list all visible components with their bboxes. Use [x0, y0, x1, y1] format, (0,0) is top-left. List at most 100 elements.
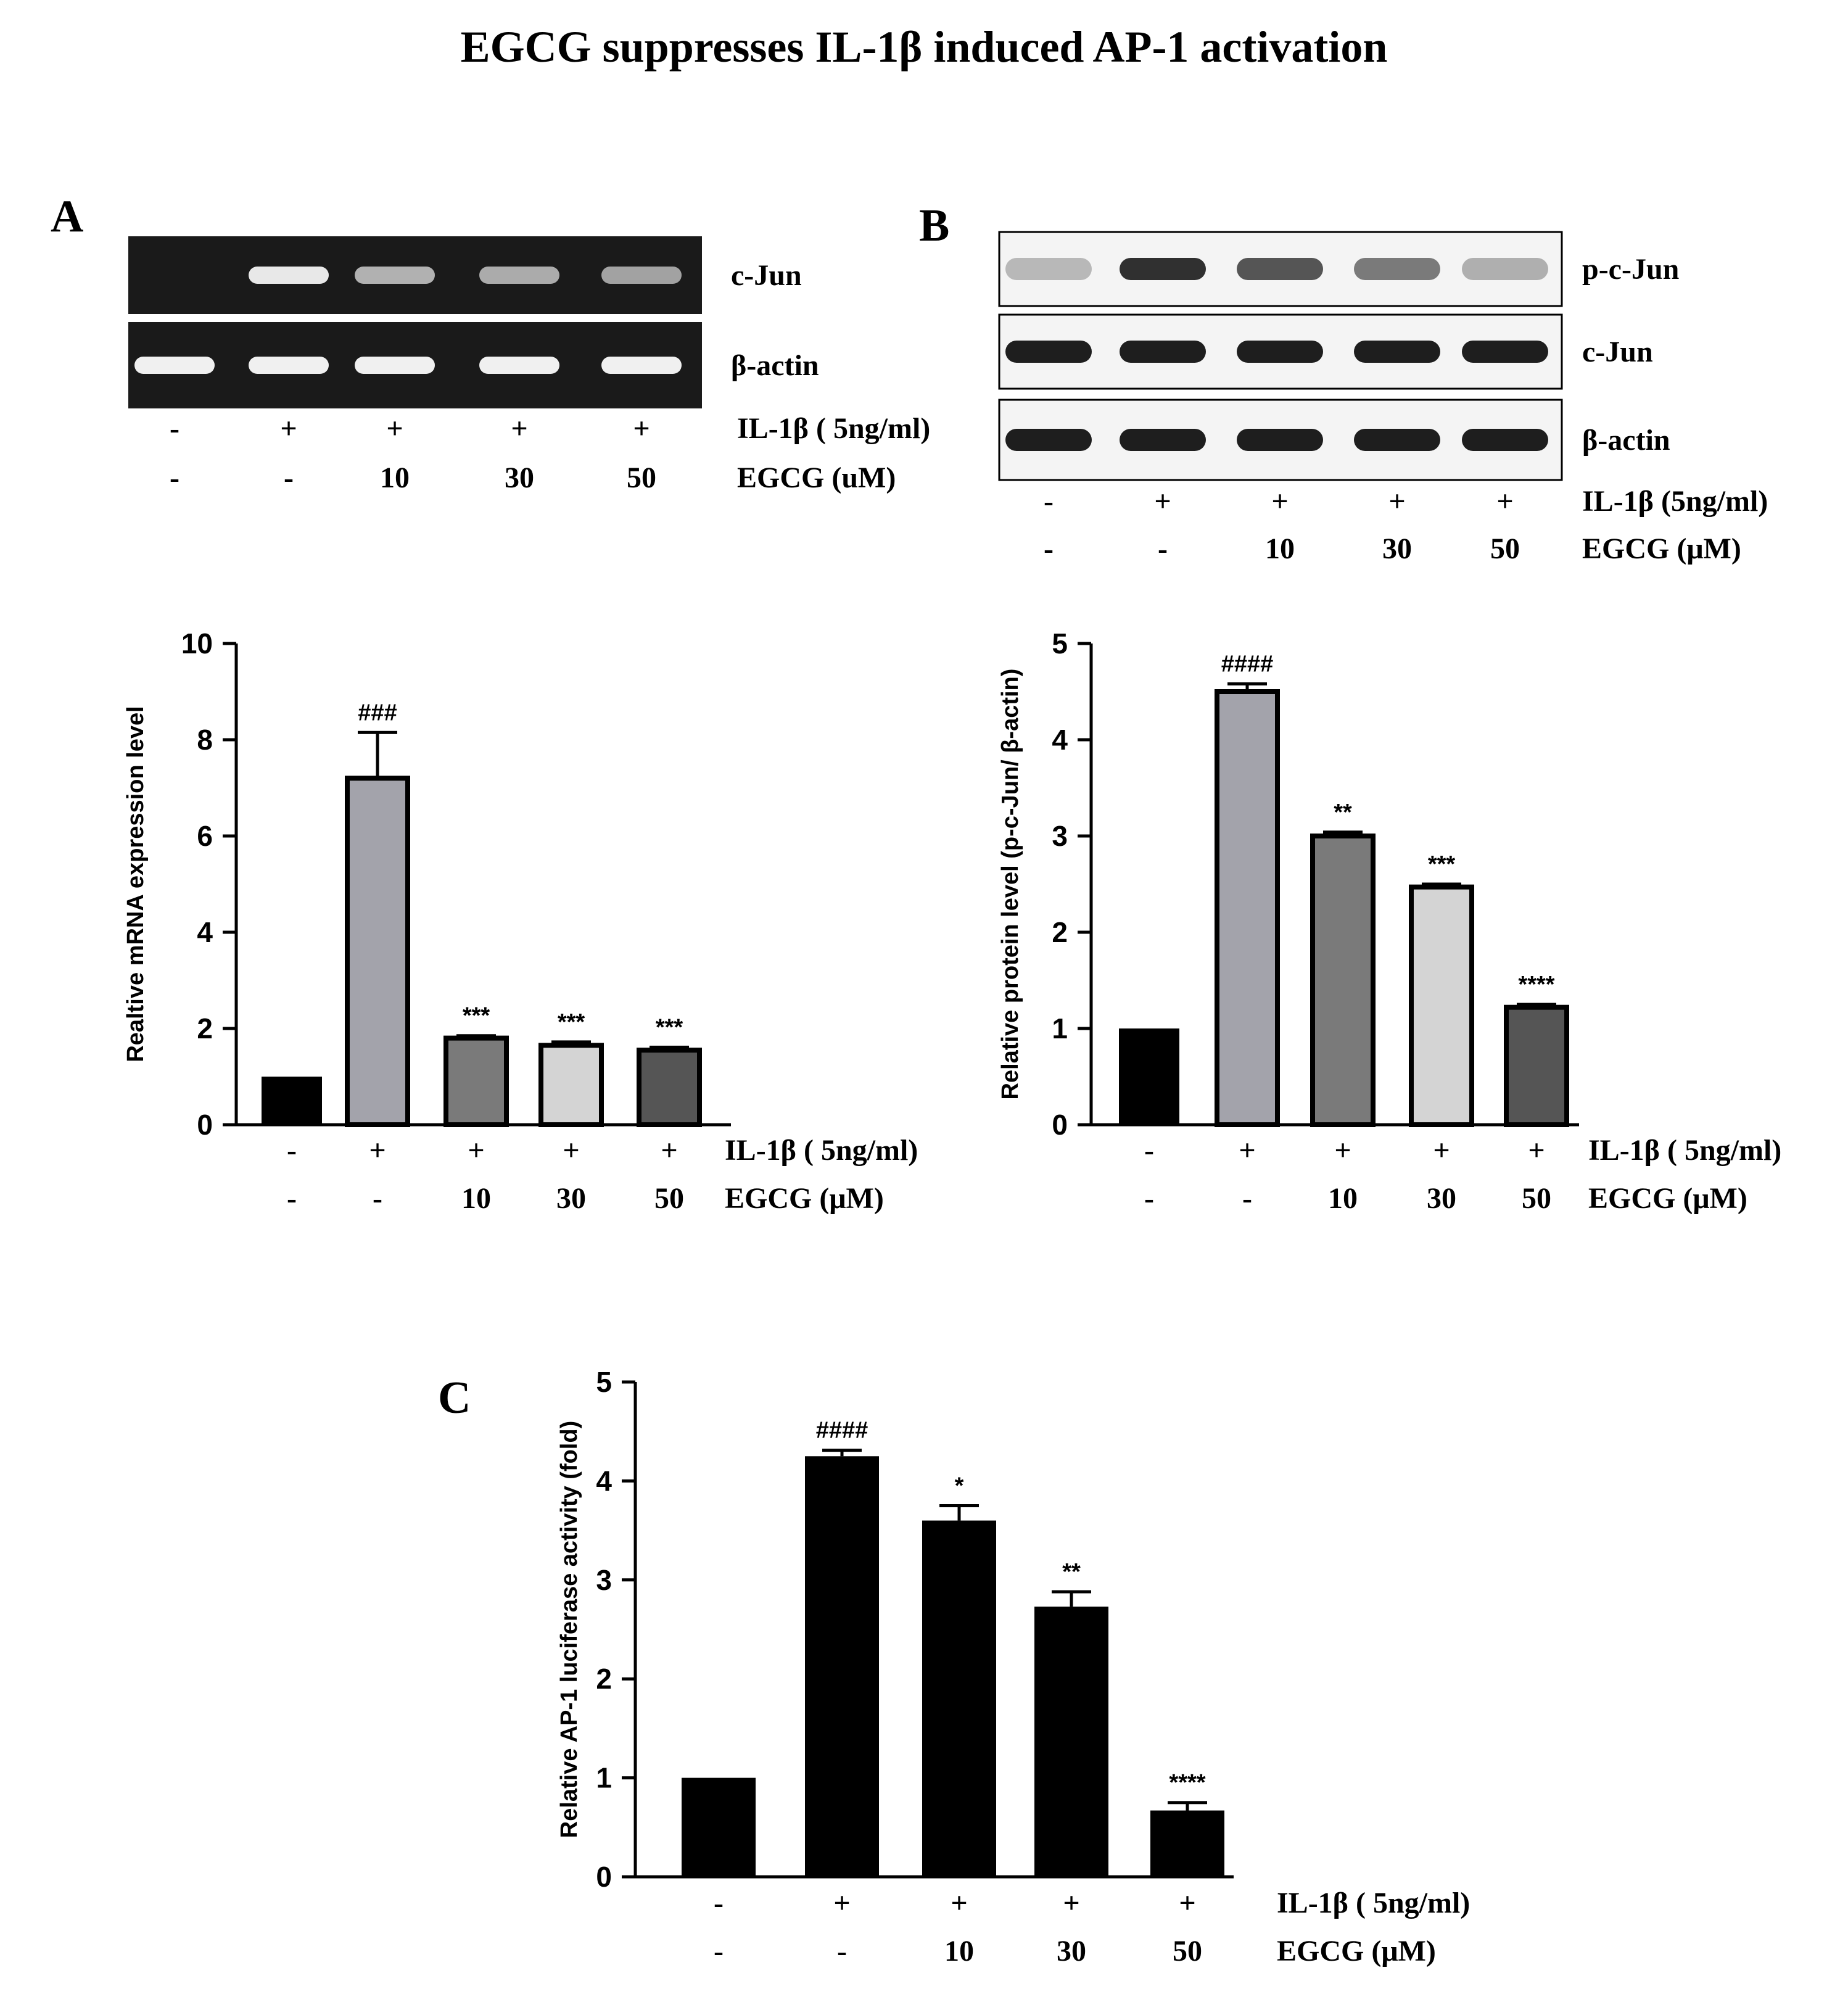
significance-label: **** [1518, 972, 1554, 998]
panel-a-il1b-label: IL-1β ( 5ng/ml) [737, 412, 930, 445]
y-tick-label: 4 [596, 1465, 612, 1497]
y-tick-label: 0 [197, 1109, 213, 1141]
panel-a-egcg-dose: - [284, 461, 294, 494]
chart-c-egcg-dose: 50 [1173, 1935, 1202, 1967]
bar [637, 1048, 702, 1127]
chart-b-egcg-dose: - [1144, 1182, 1154, 1215]
chart-a-egcg-dose: - [287, 1182, 297, 1215]
chart-c-il1b-sign: + [951, 1887, 967, 1919]
significance-label: *** [558, 1009, 585, 1035]
chart-c-egcg-dose: 30 [1057, 1935, 1086, 1967]
bar [682, 1777, 756, 1877]
chart-a-egcg-dose: 10 [461, 1182, 491, 1215]
bar [922, 1520, 996, 1877]
blot-band [1120, 341, 1206, 363]
bar [1150, 1810, 1224, 1877]
blot-row-label: p-c-Jun [1582, 253, 1679, 286]
chart-a-il1b-sign: + [369, 1134, 386, 1167]
chart-b-egcg-dose: - [1242, 1182, 1252, 1215]
blot-band [1237, 429, 1323, 451]
chart-a-egcg-label: EGCG (μM) [725, 1182, 884, 1215]
y-tick-label: 6 [197, 820, 213, 852]
panel-b-western-blot: p-c-Jun c-Jun β-actin - + + + + - - 10 30 50 IL-1β (5… [998, 231, 1768, 565]
panel-a-il1b-sign: + [386, 412, 403, 445]
panel-a-il1b-sign: + [280, 412, 297, 445]
significance-label: #### [816, 1418, 868, 1444]
y-tick-label: 4 [1052, 724, 1068, 756]
significance-label: * [955, 1473, 964, 1499]
blot-band [1005, 429, 1092, 451]
blot-band [1120, 429, 1206, 451]
chart-b-protein-level: 0 1 2 3 4 5 Relative protein level (p-c-Jun/ β… [997, 627, 1781, 1215]
significance-label: *** [463, 1003, 490, 1029]
panel-b-il1b-sign: + [1388, 485, 1405, 518]
panel-b-egcg-dose: - [1158, 532, 1168, 565]
gel-row-label: β-actin [731, 349, 819, 382]
blot-band [1237, 258, 1323, 280]
y-tick-label: 5 [596, 1366, 612, 1398]
panel-b-il1b-sign: + [1154, 485, 1171, 518]
blot-row-label: β-actin [1582, 424, 1670, 457]
panel-b-letter: B [919, 201, 949, 251]
chart-b-il1b-sign: - [1144, 1134, 1154, 1167]
significance-label: ** [1062, 1559, 1081, 1585]
bar [538, 1043, 604, 1128]
bar [345, 776, 410, 1127]
chart-a-mrna-expression: 0 2 4 6 8 10 Realtive mRNA expression level ###… [123, 627, 918, 1215]
chart-c-il1b-sign: + [833, 1887, 850, 1919]
chart-c-il1b-sign: + [1063, 1887, 1079, 1919]
blot-band [1462, 429, 1548, 451]
chart-a-il1b-sign: + [563, 1134, 579, 1167]
significance-label: **** [1169, 1770, 1205, 1796]
bar [1119, 1028, 1179, 1125]
panel-b-il1b-sign: + [1271, 485, 1288, 518]
panel-b-egcg-dose: - [1044, 532, 1054, 565]
y-tick-label: 5 [1052, 627, 1068, 660]
blot-band [1005, 341, 1092, 363]
chart-c-egcg-dose: 10 [944, 1935, 974, 1967]
panel-a-egcg-dose: - [170, 461, 179, 494]
chart-a-egcg-dose: 50 [654, 1182, 684, 1215]
panel-a-il1b-sign: + [511, 412, 527, 445]
panel-b-il1b-sign: - [1044, 485, 1054, 518]
significance-label: ### [358, 700, 397, 726]
blot-band [1237, 341, 1323, 363]
chart-c-luciferase-activity: 0 1 2 3 4 5 Relative AP-1 luciferase activity … [556, 1366, 1470, 1967]
y-tick-label: 2 [1052, 916, 1068, 948]
y-tick-label: 0 [596, 1861, 612, 1893]
y-axis-label: Relative protein level (p-c-Jun/ β-actin… [997, 669, 1023, 1100]
gel-band [134, 357, 215, 374]
gel-band [601, 267, 682, 284]
chart-a-il1b-label: IL-1β ( 5ng/ml) [725, 1134, 918, 1167]
y-tick-label: 3 [1052, 820, 1068, 852]
blot-row-label: c-Jun [1582, 336, 1653, 368]
blot-band [1462, 258, 1548, 280]
y-tick-label: 1 [1052, 1012, 1068, 1045]
gel-band [601, 357, 682, 374]
chart-b-egcg-dose: 30 [1427, 1182, 1456, 1215]
chart-b-il1b-sign: + [1528, 1134, 1545, 1167]
panel-b-egcg-label: EGCG (μM) [1582, 532, 1741, 565]
panel-b-egcg-dose: 50 [1490, 532, 1520, 565]
y-tick-label: 4 [197, 916, 213, 948]
chart-c-egcg-dose: - [714, 1935, 724, 1967]
chart-b-il1b-sign: + [1334, 1134, 1351, 1167]
significance-label: *** [1428, 851, 1456, 877]
gel-band [479, 267, 559, 284]
chart-a-il1b-sign: + [468, 1134, 484, 1167]
chart-a-egcg-dose: 30 [556, 1182, 586, 1215]
blot-band [1354, 429, 1440, 451]
panel-b-il1b-sign: + [1496, 485, 1513, 518]
y-axis-label: Realtive mRNA expression level [123, 706, 149, 1062]
blot-band [1120, 258, 1206, 280]
chart-a-egcg-dose: - [373, 1182, 382, 1215]
significance-label: ** [1334, 800, 1352, 825]
gel-band [355, 267, 435, 284]
panel-b-egcg-dose: 10 [1265, 532, 1295, 565]
bar [805, 1456, 879, 1877]
chart-c-egcg-label: EGCG (μM) [1277, 1935, 1436, 1967]
chart-c-egcg-dose: - [837, 1935, 847, 1967]
panel-a-egcg-dose: 10 [380, 461, 410, 494]
bar [1504, 1004, 1569, 1128]
